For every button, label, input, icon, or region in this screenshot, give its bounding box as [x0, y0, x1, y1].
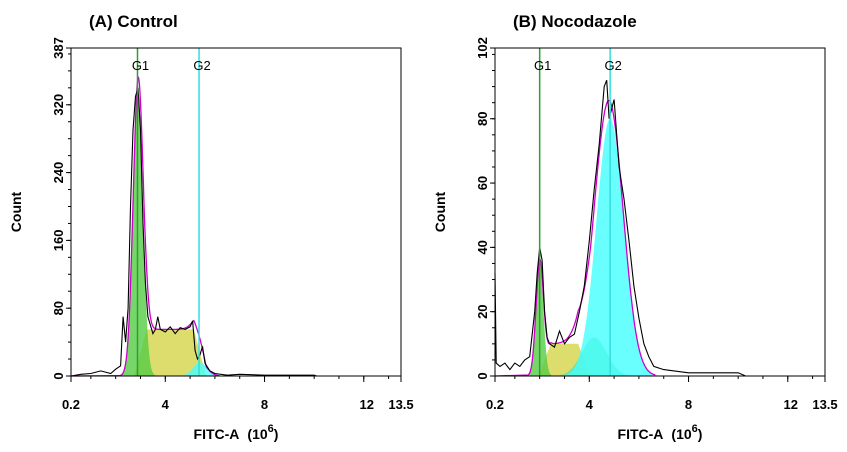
x-axis-label-part: )	[274, 426, 279, 442]
gate-g2-label: G2	[193, 58, 210, 73]
x-tick-label: 12	[360, 397, 374, 412]
x-axis-label: FITC-A (106)	[194, 423, 279, 442]
panel-nocodazole: (B) Nocodazole G1 G2 0 20 40 60 80 102 0.2 4 8 12 13.…	[432, 12, 838, 442]
chart-title: (A) Control	[89, 12, 178, 31]
x-tick-label: 8	[261, 397, 268, 412]
x-axis-label-part: (10	[671, 426, 691, 442]
y-tick-label: 387	[51, 37, 66, 59]
observed-histogram-line	[70, 87, 317, 377]
y-tick-label: 102	[475, 37, 490, 59]
panel-control: (A) Control G1 G2 0 80 160 240 320 387 0.2 4 8 12 13.…	[8, 12, 414, 442]
y-tick-label: 0	[51, 372, 66, 379]
x-tick-label: 4	[586, 397, 594, 412]
y-tick-label: 160	[51, 230, 66, 252]
y-axis-label: Count	[8, 191, 24, 232]
component-s-area	[71, 329, 401, 376]
x-tick-label: 0.2	[486, 397, 504, 412]
plot-frame	[494, 47, 826, 377]
x-axis-label-part: )	[698, 426, 703, 442]
y-axis-label: Count	[432, 191, 448, 232]
observed-histogram-line	[494, 79, 746, 377]
component-g1-area	[71, 92, 401, 376]
gate-g1-label: G1	[534, 58, 551, 73]
x-axis-label-part: 6	[268, 423, 274, 435]
x-axis-label-part: FITC-A	[194, 426, 240, 442]
x-tick-label: 12	[784, 397, 798, 412]
gate-g1-label: G1	[132, 58, 149, 73]
y-tick-label: 60	[475, 176, 490, 190]
y-tick-label: 80	[475, 112, 490, 126]
x-tick-label: 13.5	[388, 397, 413, 412]
y-tick-label: 320	[51, 94, 66, 116]
x-tick-label: 0.2	[62, 397, 80, 412]
plot-frame	[70, 47, 402, 377]
x-tick-label: 4	[162, 397, 170, 412]
y-tick-label: 80	[51, 301, 66, 315]
x-tick-label: 13.5	[812, 397, 837, 412]
y-tick-label: 40	[475, 240, 490, 254]
y-tick-label: 20	[475, 304, 490, 318]
x-axis-label-part: (10	[247, 426, 267, 442]
x-axis-label-part: 6	[692, 423, 698, 435]
x-axis-label: FITC-A (106)	[618, 423, 703, 442]
x-axis-label-part: FITC-A	[618, 426, 664, 442]
y-tick-label: 0	[475, 372, 490, 379]
x-tick-label: 8	[685, 397, 692, 412]
gate-g2-label: G2	[604, 58, 621, 73]
chart-title: (B) Nocodazole	[513, 12, 637, 31]
y-tick-label: 240	[51, 162, 66, 184]
